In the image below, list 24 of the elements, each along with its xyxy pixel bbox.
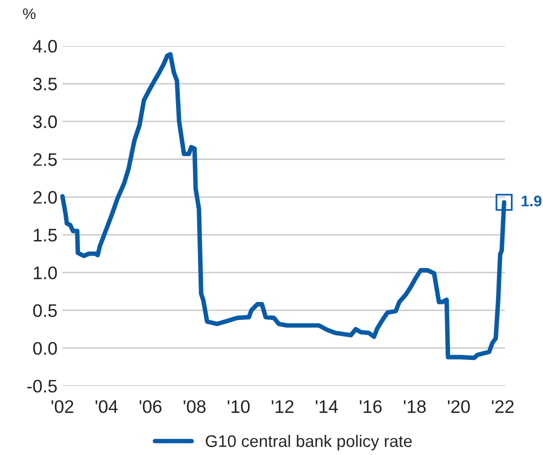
y-tick-label: 1.5 [34, 228, 57, 242]
y-tick-label: 0.0 [33, 342, 57, 355]
y-tick-label: 4.0 [32, 40, 57, 53]
y-tick-label: 2.0 [33, 190, 57, 204]
x-tick-label: '22 [492, 400, 514, 413]
x-tick-label: '14 [316, 400, 338, 413]
x-tick-label: '04 [96, 400, 118, 413]
annotation: 1.9 [522, 196, 542, 206]
legend-label: G10 central bank policy rate [206, 434, 412, 450]
x-tick-label: '06 [140, 400, 162, 413]
x-tick-label: '08 [184, 400, 206, 413]
y-tick-label: -0.5 [27, 380, 57, 393]
y-tick-label: 1.0 [34, 266, 57, 280]
y-tick-label: 0.5 [33, 304, 57, 318]
y-axis-title: % [23, 8, 36, 20]
x-tick-label: '02 [52, 400, 74, 413]
y-tick-label: 3.5 [33, 78, 57, 90]
y-tick-label: 2.5 [33, 153, 57, 166]
x-tick-label: '20 [448, 400, 470, 413]
x-tick-label: '12 [272, 400, 294, 413]
y-tick-label: 3.0 [33, 115, 57, 128]
x-tick-label: '10 [228, 400, 250, 413]
x-tick-label: '16 [360, 400, 382, 413]
x-tick-label: '18 [404, 400, 426, 413]
